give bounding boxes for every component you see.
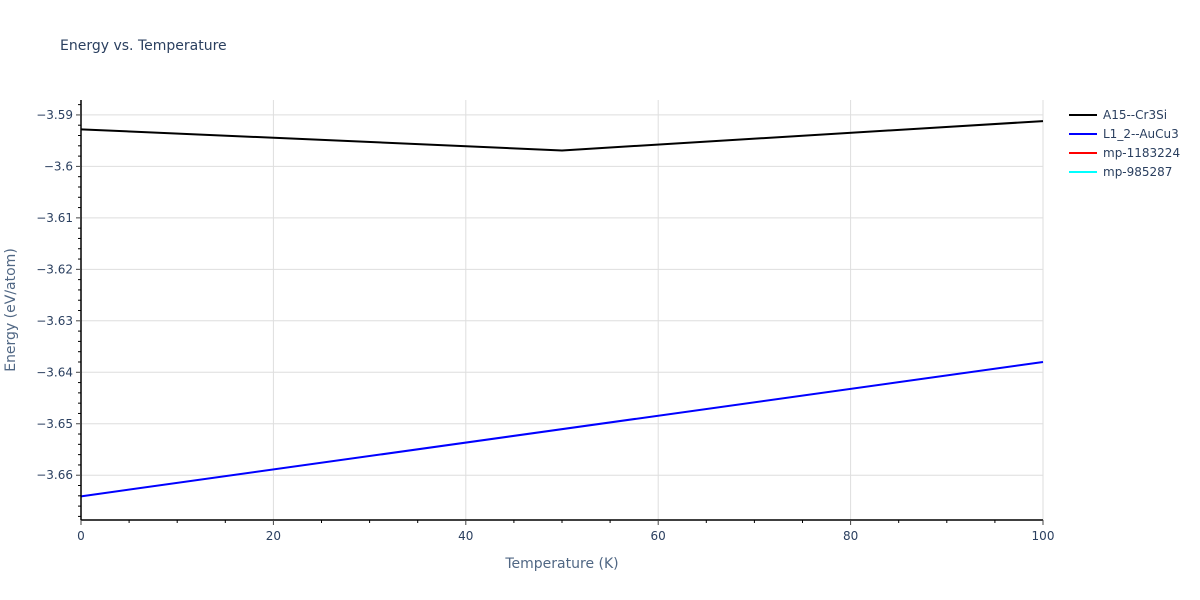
y-tick-label: −3.61: [36, 211, 73, 225]
y-tick-label: −3.65: [36, 417, 73, 431]
x-tick-label: 60: [651, 529, 666, 543]
legend-item[interactable]: mp-1183224: [1069, 146, 1180, 160]
y-tick-label: −3.63: [36, 314, 73, 328]
legend-item[interactable]: L1_2--AuCu3: [1069, 127, 1179, 141]
axes: 0 20 40 60 80 100 −3.59 −3.6 −3.61 −3.62 −3.63 −3.6…: [36, 100, 1054, 543]
legend-label: mp-985287: [1103, 165, 1172, 179]
y-tick-label: −3.6: [44, 159, 73, 173]
plot-area: [80, 120, 1044, 498]
y-tick-label: −3.59: [36, 108, 73, 122]
y-axis-title: Energy (eV/atom): [3, 248, 19, 372]
legend-item[interactable]: mp-985287: [1069, 165, 1172, 179]
x-tick-label: 100: [1032, 529, 1055, 543]
legend-item[interactable]: A15--Cr3Si: [1069, 108, 1167, 122]
y-tick-label: −3.62: [36, 262, 73, 276]
y-tick-label: −3.64: [36, 365, 73, 379]
y-tick-label: −3.66: [36, 468, 73, 482]
legend-label: mp-1183224: [1103, 146, 1180, 160]
x-tick-label: 80: [843, 529, 858, 543]
x-axis-title: Temperature (K): [504, 556, 618, 572]
series-line: [80, 360, 1044, 498]
series-line: [80, 120, 1044, 152]
legend-label: A15--Cr3Si: [1103, 108, 1167, 122]
x-tick-label: 0: [77, 529, 85, 543]
x-tick-label: 40: [458, 529, 473, 543]
gridlines: [81, 100, 1044, 520]
chart-title: Energy vs. Temperature: [60, 38, 227, 54]
legend-label: L1_2--AuCu3: [1103, 127, 1179, 141]
x-tick-label: 20: [266, 529, 281, 543]
legend: A15--Cr3Si L1_2--AuCu3 mp-1183224 mp-985287: [1069, 108, 1180, 179]
